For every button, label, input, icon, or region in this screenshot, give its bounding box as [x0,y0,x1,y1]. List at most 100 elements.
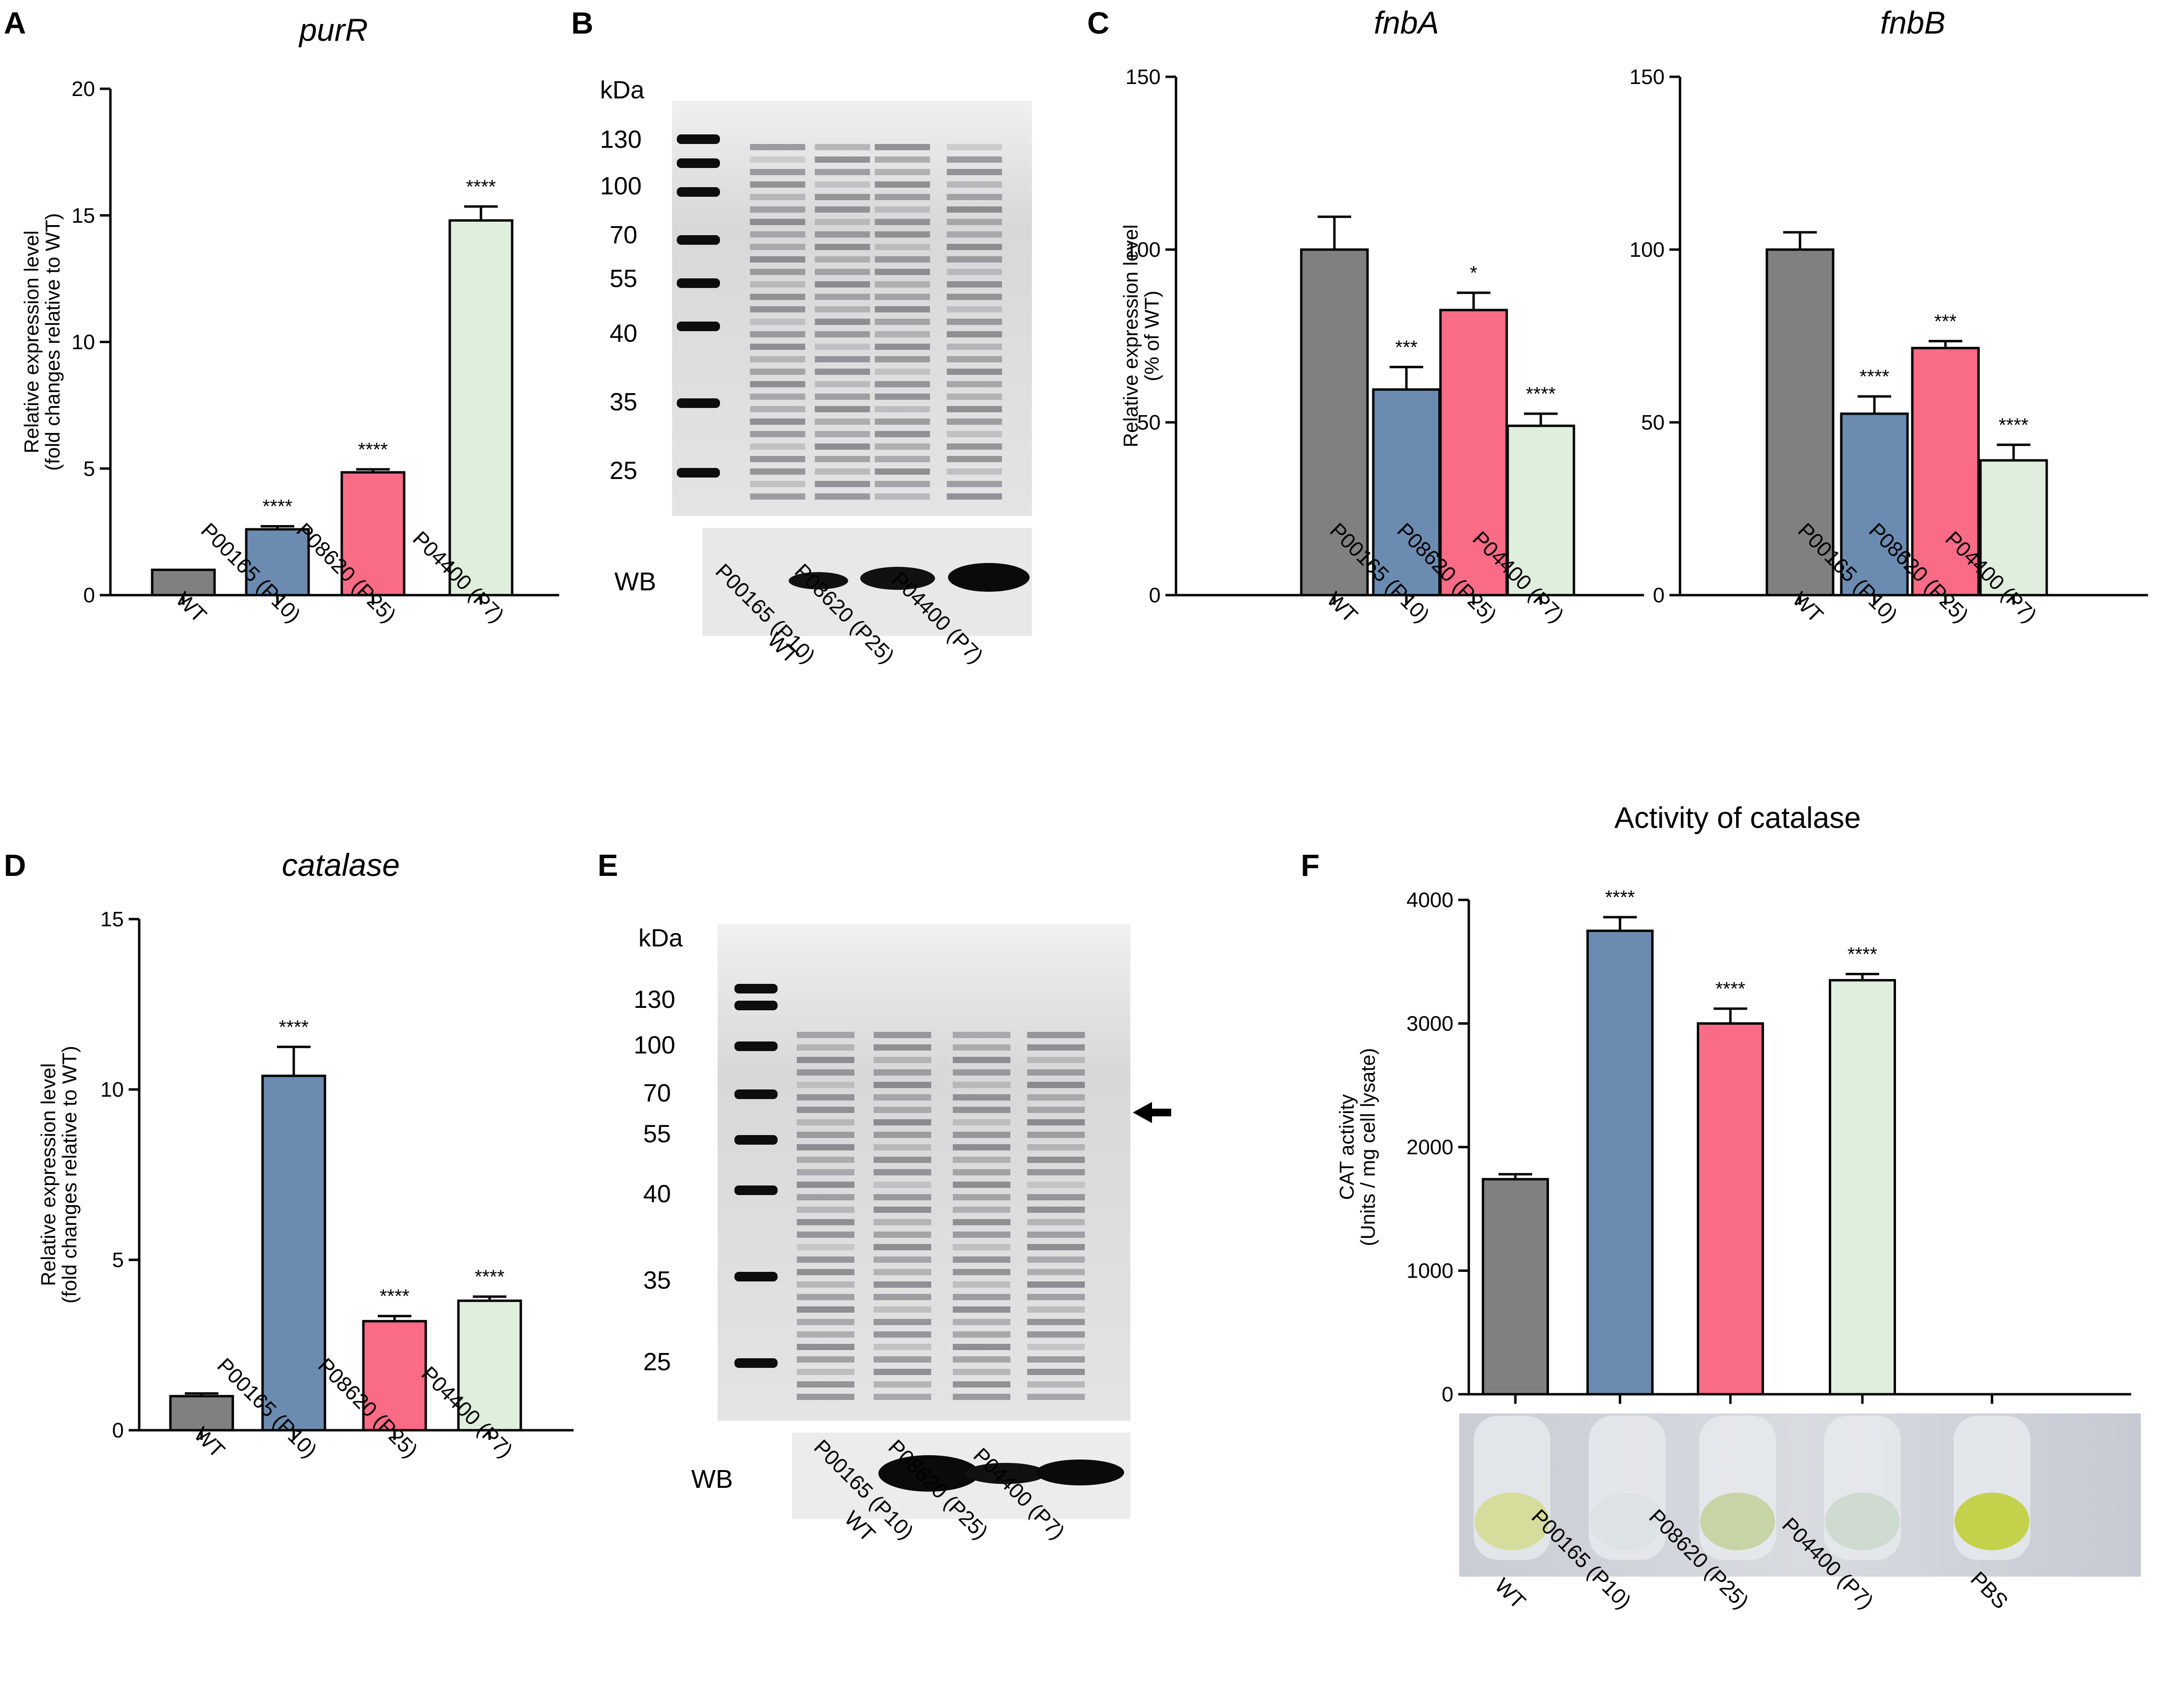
lane-band [1027,1119,1085,1125]
chart-fnba: fnbA 0 50 100 150 Relative expression level(%… [1119,5,1644,627]
lane-band [874,1057,931,1063]
y-tick-label: 100 [1126,238,1161,262]
lane-band [797,1069,854,1076]
gel-e-marker-40: 40 [643,1180,671,1208]
lane-band [953,1132,1010,1138]
lane-band [750,481,805,487]
lane-band [1027,1032,1085,1038]
lane-band [947,468,1002,475]
ladder-band [677,187,720,197]
lane-band [875,144,930,150]
lane-band [750,294,805,300]
lane-band [953,1256,1010,1263]
chart-purr: purR 0 5 10 15 20 Relative expression level(fo… [20,12,559,627]
gel-e-marker-55: 55 [643,1120,671,1148]
bar-wt [1765,248,1835,597]
lane-band [875,281,930,287]
lane-band [815,456,870,462]
panel-letter-a: A [4,6,26,40]
lane-band [874,1169,931,1175]
y-tick-label: 3000 [1406,1012,1453,1036]
lane-band [815,294,870,300]
lane-band [815,356,870,362]
lane-band [750,344,805,350]
lane-band [875,206,930,213]
wb-b-band-p7 [948,563,1030,592]
lane-band [797,1306,854,1313]
wb-b-band-p25 [860,567,935,590]
lane-band [875,356,930,362]
lane-band [947,269,1002,275]
lane-band [874,1194,931,1200]
chart-title: catalase [282,847,400,883]
lane-band [750,394,805,400]
lane-band [1027,1306,1085,1313]
significance-label: **** [1999,415,2028,436]
lane-band [815,394,870,400]
lane-band [875,468,930,475]
lane-band [797,1182,854,1188]
lane-band [874,1394,931,1400]
bar-p08620-p25 [1911,347,1980,597]
lane-band [815,269,870,275]
wb-e-band-p7 [1036,1460,1124,1485]
tube-liquid [1700,1493,1775,1550]
lane-band [750,144,805,150]
lane-band [947,231,1002,238]
ladder-band [677,158,720,168]
lane-band [1027,1044,1085,1051]
lane-band [874,1219,931,1225]
lane-band [875,231,930,238]
panel-letter-f: F [1301,848,1320,883]
gel-b-marker-70: 70 [610,221,637,249]
lane-band [750,194,805,200]
lane-band [953,1094,1010,1101]
lane-band [797,1132,854,1138]
lane-band [750,306,805,312]
y-tick-label: 15 [72,204,95,227]
tube-photo-f: WT P00165 (P10) P08620 (P25) P04400 (P7)… [1459,1413,2141,1614]
lane-band [815,344,870,350]
lane-band [1027,1369,1085,1375]
y-tick-label: 5 [112,1248,124,1272]
ladder-band [734,1272,778,1281]
lane-band [797,1119,854,1125]
lane-band [947,156,1002,163]
lane-band [875,169,930,175]
lane-band [797,1032,854,1038]
lane-band [874,1306,931,1313]
lane-band [874,1381,931,1388]
lane-band [874,1132,931,1138]
lane-band [797,1294,854,1300]
lane-band [947,219,1002,225]
chart-catalase: catalase 0 5 10 15 Relative expression level(… [37,847,574,1462]
lane-band [947,169,1002,175]
lane-band [1027,1157,1085,1163]
lane-band [875,256,930,263]
lane-band [947,394,1002,400]
lane-band [953,1294,1010,1300]
gel-b-marker-100: 100 [600,172,642,200]
lane-band [953,1219,1010,1225]
lane-band [1027,1057,1085,1063]
lane-band [947,443,1002,450]
lane-band [875,369,930,375]
lane-band [797,1157,854,1163]
lane-band [947,319,1002,325]
lane-band [815,468,870,475]
chart-title: fnbA [1374,5,1439,40]
lane-band [874,1182,931,1188]
lane-band [953,1269,1010,1275]
lane-band [815,231,870,238]
lane-band [797,1281,854,1288]
lane-band [953,1069,1010,1076]
ladder-band [677,468,720,478]
y-tick-label: 150 [1126,65,1161,89]
lane-band [750,431,805,437]
lane-band [1027,1381,1085,1388]
lane-band [947,431,1002,437]
lane-band [953,1082,1010,1088]
significance-label: **** [1526,383,1556,405]
gel-b-kda-label: kDa [600,76,645,104]
lane-band [947,194,1002,200]
